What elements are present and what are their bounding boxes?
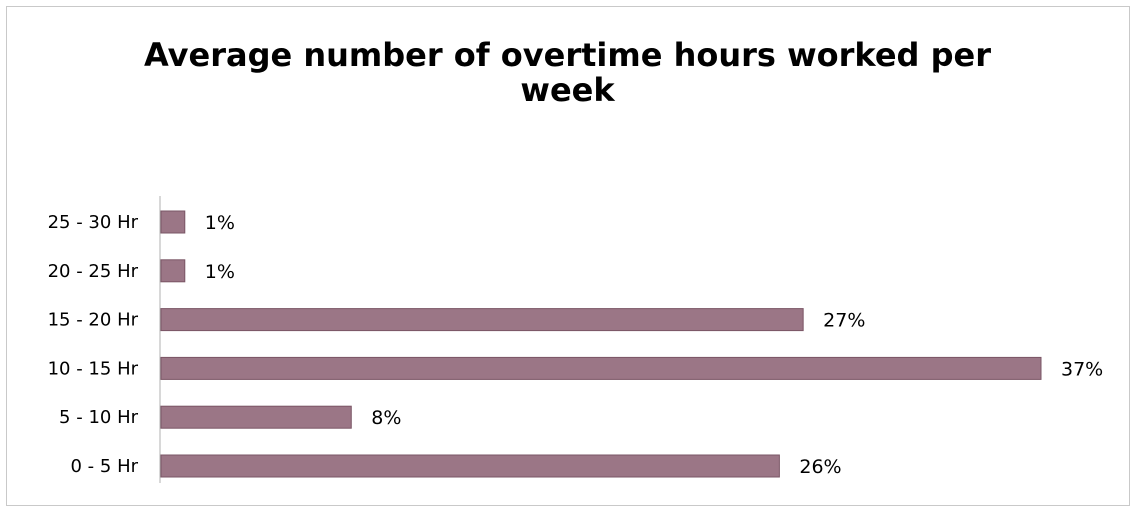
labels-layer: 25 - 30 Hr 1% 20 - 25 Hr 1% 15 - 20 Hr 27% 10 … — [48, 212, 1104, 478]
y-tick-label: 0 - 5 Hr — [71, 456, 139, 477]
bar — [160, 454, 780, 478]
chart-title: Average number of overtime hours worked … — [0, 38, 1135, 107]
bar-value-label: 1% — [205, 261, 235, 283]
bar — [160, 405, 352, 429]
y-tick-label: 10 - 15 Hr — [48, 358, 139, 379]
y-tick-label: 25 - 30 Hr — [48, 212, 139, 233]
bar-value-label: 37% — [1061, 358, 1103, 380]
bar-value-label: 26% — [799, 456, 841, 478]
bars-layer — [160, 210, 1042, 478]
bar-value-label: 8% — [371, 407, 401, 429]
bar — [160, 356, 1042, 380]
bar-value-label: 1% — [205, 212, 235, 234]
bar — [160, 259, 186, 283]
bar-value-label: 27% — [823, 310, 865, 332]
y-tick-label: 5 - 10 Hr — [59, 407, 139, 428]
chart-title-text: Average number of overtime hours worked … — [144, 36, 991, 109]
bar — [160, 308, 804, 332]
bar — [160, 210, 186, 234]
y-tick-label: 20 - 25 Hr — [48, 261, 139, 282]
bar-chart: 25 - 30 Hr 1% 20 - 25 Hr 1% 15 - 20 Hr 27% 10 … — [48, 196, 1104, 483]
y-tick-label: 15 - 20 Hr — [48, 310, 139, 331]
